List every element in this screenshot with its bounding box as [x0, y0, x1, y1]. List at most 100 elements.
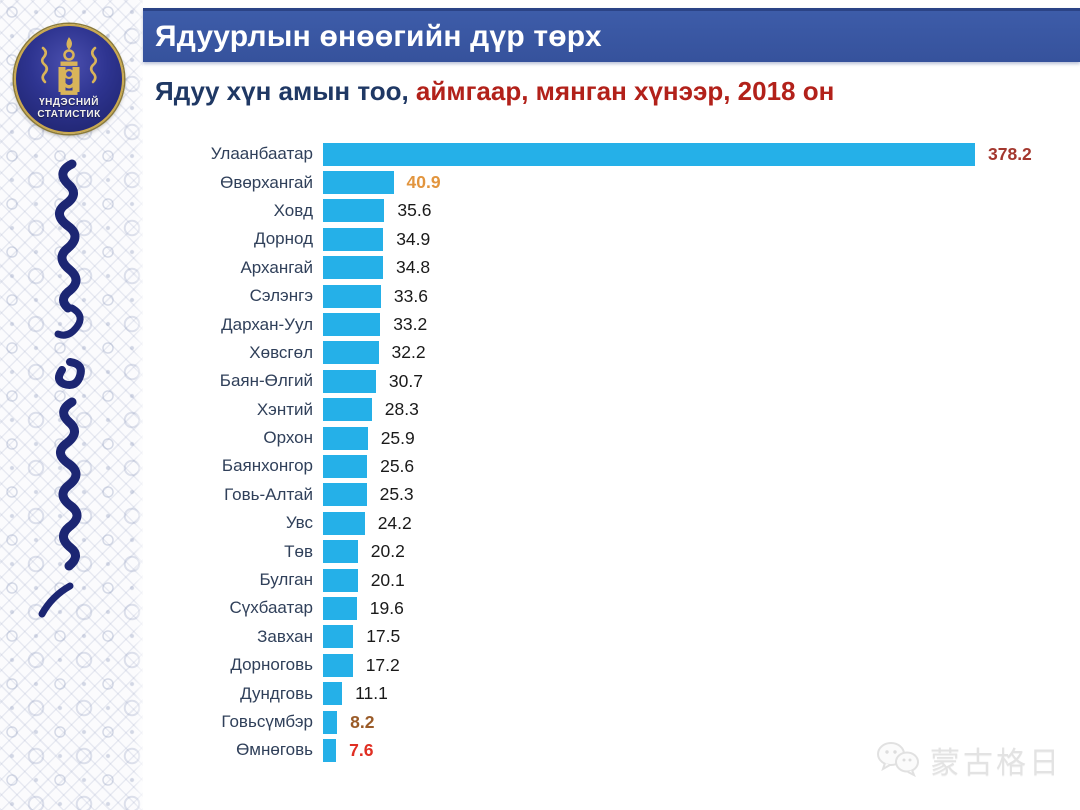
- bar-track: 19.6: [323, 594, 1065, 622]
- sidebar-ornament: ҮНДЭСНИЙ СТАТИСТИК: [0, 0, 151, 810]
- category-label: Баянхонгор: [221, 456, 313, 476]
- category-label: Дорноговь: [230, 655, 313, 675]
- value-label: 25.9: [380, 427, 415, 448]
- chart-row: Завхан 17.5: [150, 623, 1065, 651]
- chart-row: Булган 20.1: [150, 566, 1065, 594]
- bar: [323, 398, 372, 422]
- category-label: Дархан-Уул: [221, 314, 313, 334]
- category-label: Хөвсгөл: [249, 342, 313, 362]
- bar: [323, 596, 357, 620]
- chart-row: Хөвсгөл 32.2: [150, 339, 1065, 367]
- bar: [323, 426, 368, 450]
- chart-row: Өвөрхангай 40.9: [150, 168, 1065, 196]
- value-label: 33.2: [393, 314, 428, 335]
- bar-track: 378.2: [323, 140, 1065, 168]
- bar-chart: Улаанбаатар 378.2 Өвөрхангай 40.9 Ховд 35.6 До…: [150, 140, 1065, 765]
- chart-row: Баян-Өлгий 30.7: [150, 367, 1065, 395]
- bar: [323, 738, 337, 762]
- chart-row: Дархан-Уул 33.2: [150, 310, 1065, 338]
- bar-track: 32.2: [323, 339, 1065, 367]
- bar: [323, 256, 383, 280]
- chart-row: Төв 20.2: [150, 537, 1065, 565]
- value-label: 17.2: [365, 654, 400, 675]
- category-label: Дундговь: [240, 683, 313, 703]
- category-label: Архангай: [240, 257, 313, 277]
- chart-row: Орхон 25.9: [150, 424, 1065, 452]
- bar-track: 11.1: [323, 679, 1065, 707]
- value-label: 378.2: [988, 143, 1032, 164]
- statistics-office-logo: ҮНДЭСНИЙ СТАТИСТИК: [14, 24, 124, 134]
- soyombo-emblem-icon: [40, 37, 98, 95]
- category-label: Сүхбаатар: [229, 598, 313, 618]
- bar: [323, 284, 381, 308]
- watermark: 蒙古格日: [876, 738, 1062, 782]
- value-label: 34.8: [396, 257, 431, 278]
- value-label: 7.6: [349, 739, 374, 760]
- chart-row: Сүхбаатар 19.6: [150, 594, 1065, 622]
- bar: [323, 199, 385, 223]
- value-label: 33.6: [393, 285, 428, 306]
- category-label: Өмнөговь: [236, 740, 313, 760]
- logo-text: ҮНДЭСНИЙ СТАТИСТИК: [37, 97, 100, 120]
- watermark-text: 蒙古格日: [930, 747, 1062, 780]
- subtitle-part1: Ядуу хүн амын тоо,: [155, 76, 409, 106]
- chart-row: Сэлэнгэ 33.6: [150, 282, 1065, 310]
- value-label: 30.7: [388, 370, 423, 391]
- chart-row: Дорноговь 17.2: [150, 651, 1065, 679]
- bar-track: 17.2: [323, 651, 1065, 679]
- mongolian-script-decoration: [38, 159, 85, 618]
- value-label: 24.2: [377, 512, 412, 533]
- value-label: 19.6: [369, 597, 404, 618]
- bar: [323, 511, 365, 535]
- bar: [323, 454, 368, 478]
- bar-track: 17.5: [323, 623, 1065, 651]
- bar: [323, 313, 381, 337]
- bar: [323, 171, 394, 195]
- bar-track: 25.9: [323, 424, 1065, 452]
- bar: [323, 568, 358, 592]
- chart-row: Баянхонгор 25.6: [150, 452, 1065, 480]
- bar-track: 33.6: [323, 282, 1065, 310]
- value-label: 11.1: [355, 683, 388, 704]
- category-label: Говьсүмбэр: [221, 712, 313, 731]
- bar: [323, 710, 338, 734]
- chart-rows: Улаанбаатар 378.2 Өвөрхангай 40.9 Ховд 35.6 До…: [150, 140, 1065, 765]
- bar: [323, 142, 975, 166]
- chart-subtitle: Ядуу хүн амын тоо, аймгаар, мянган хүнээ…: [155, 76, 834, 107]
- category-label: Сэлэнгэ: [249, 286, 313, 306]
- bar-track: 20.1: [323, 566, 1065, 594]
- chart-row: Увс 24.2: [150, 509, 1065, 537]
- logo-text-line2: СТАТИСТИК: [37, 108, 101, 120]
- logo-text-line1: ҮНДЭСНИЙ: [39, 97, 99, 108]
- bar: [323, 540, 358, 564]
- value-label: 28.3: [384, 399, 419, 420]
- category-label: Орхон: [263, 428, 313, 448]
- chart-row: Өмнөговь 7.6: [150, 736, 1065, 764]
- bar-track: 30.7: [323, 367, 1065, 395]
- category-label: Өвөрхангай: [220, 172, 313, 192]
- value-label: 34.9: [396, 228, 431, 249]
- category-label: Увс: [285, 513, 313, 533]
- value-label: 32.2: [391, 342, 426, 363]
- page-title: Ядуурлын өнөөгийн дүр төрх: [155, 19, 602, 53]
- value-label: 20.2: [370, 541, 405, 562]
- chart-row: Дундговь 11.1: [150, 679, 1065, 707]
- value-label: 20.1: [370, 569, 405, 590]
- category-label: Төв: [284, 541, 313, 561]
- bar-track: 8.2: [323, 708, 1065, 736]
- bar: [323, 369, 376, 393]
- bar: [323, 483, 367, 507]
- bar: [323, 625, 354, 649]
- bar-track: 20.2: [323, 537, 1065, 565]
- category-label: Баян-Өлгий: [219, 371, 313, 391]
- bar-track: 24.2: [323, 509, 1065, 537]
- value-label: 25.3: [379, 484, 414, 505]
- category-label: Булган: [259, 570, 314, 590]
- bar-track: 28.3: [323, 396, 1065, 424]
- bar-track: 40.9: [323, 168, 1065, 196]
- value-label: 40.9: [406, 172, 441, 193]
- bar: [323, 227, 384, 251]
- bar-track: 35.6: [323, 197, 1065, 225]
- category-label: Ховд: [273, 200, 313, 220]
- value-label: 17.5: [366, 626, 401, 647]
